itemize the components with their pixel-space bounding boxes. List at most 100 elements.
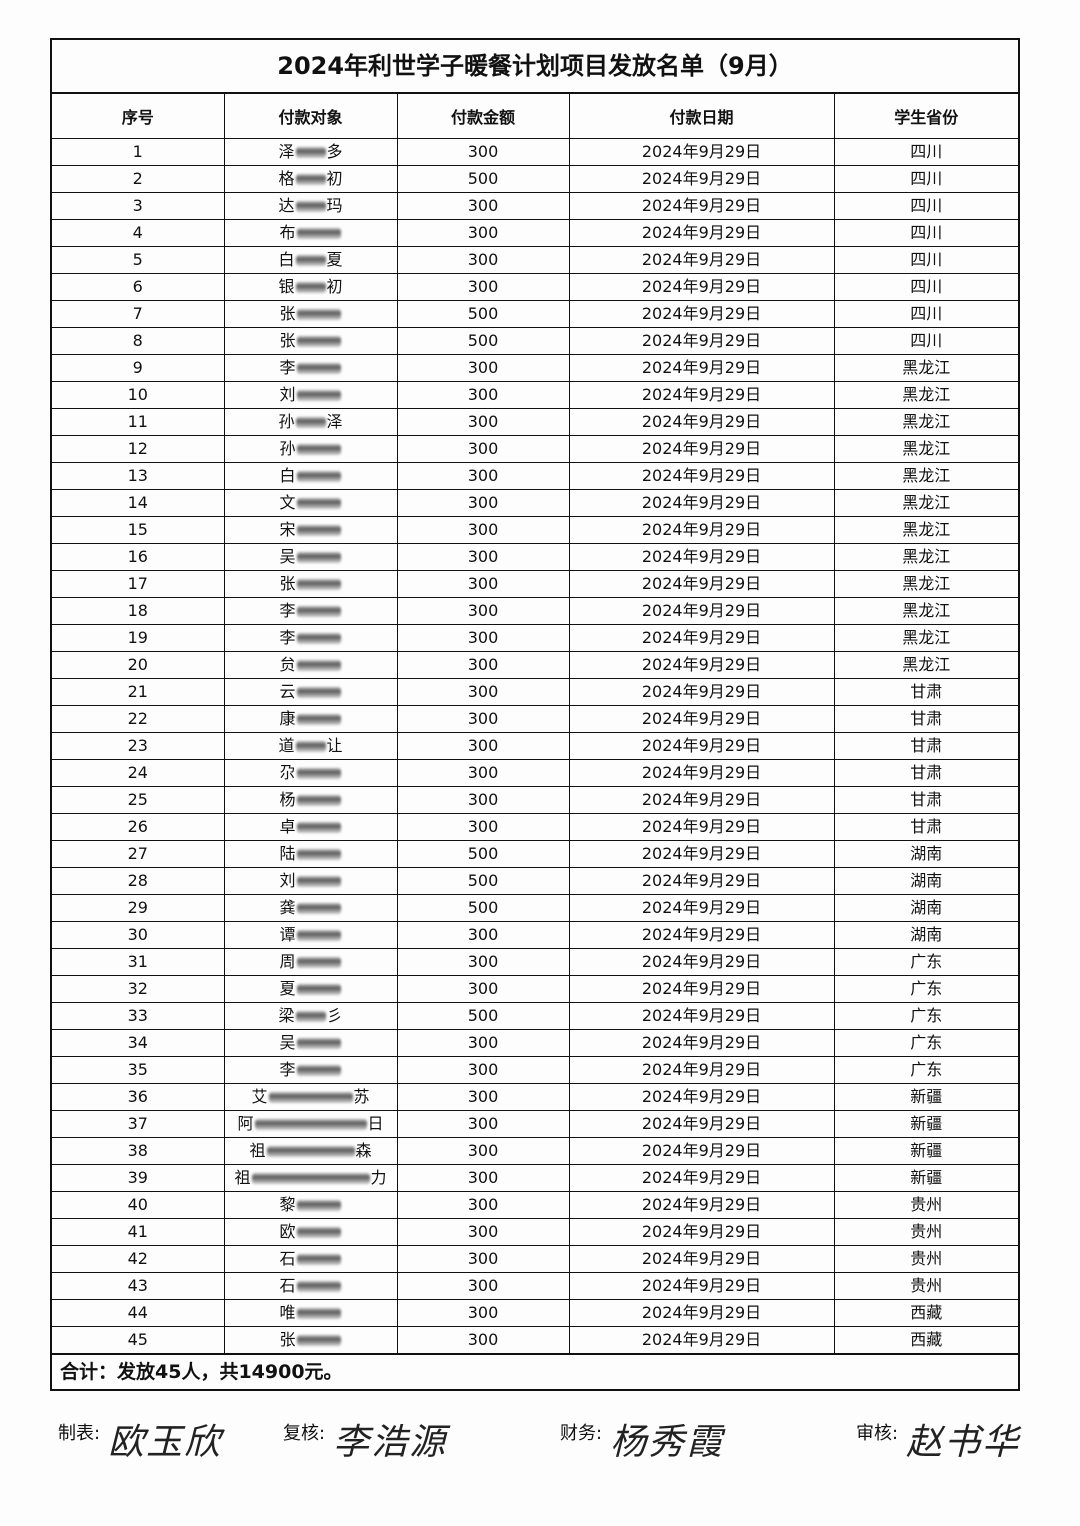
payment-amount: 500 [396, 840, 570, 868]
payee-name: 孙 [223, 435, 398, 463]
payee-name-suffix: 让 [326, 736, 343, 755]
row-index: 16 [52, 543, 225, 571]
payee-surname: 张 [279, 574, 296, 593]
payment-amount: 300 [396, 354, 570, 382]
redaction-blur [296, 849, 341, 860]
payment-amount: 300 [396, 1164, 570, 1192]
payee-surname: 吴 [279, 1033, 296, 1052]
row-index: 33 [52, 1002, 225, 1030]
table-row: 1 泽多 300 2024年9月29日 四川 [52, 138, 1018, 166]
payee-name: 唯 [223, 1299, 398, 1327]
payment-amount: 300 [396, 1299, 570, 1327]
table-row: 24 尕 300 2024年9月29日 甘肃 [52, 759, 1018, 787]
redaction-blur [254, 1119, 367, 1130]
payment-date: 2024年9月29日 [568, 921, 835, 949]
row-index: 28 [52, 867, 225, 895]
student-province: 新疆 [833, 1164, 1018, 1192]
row-index: 31 [52, 948, 225, 976]
payee-surname: 文 [279, 493, 296, 512]
payment-amount: 300 [396, 705, 570, 733]
payment-date: 2024年9月29日 [568, 1137, 835, 1165]
payment-date: 2024年9月29日 [568, 759, 835, 787]
table-row: 10 刘 300 2024年9月29日 黑龙江 [52, 381, 1018, 409]
payee-name-suffix: 泽 [326, 412, 343, 431]
table-row: 7 张 500 2024年9月29日 四川 [52, 300, 1018, 328]
redaction-blur [296, 795, 341, 806]
table-row: 26 卓 300 2024年9月29日 甘肃 [52, 813, 1018, 841]
payee-surname: 石 [279, 1276, 296, 1295]
row-index: 24 [52, 759, 225, 787]
payee-name-suffix: 初 [326, 277, 343, 296]
payee-surname: 李 [279, 358, 296, 377]
payee-name: 夏 [223, 975, 398, 1003]
student-province: 甘肃 [833, 759, 1018, 787]
table-row: 8 张 500 2024年9月29日 四川 [52, 327, 1018, 355]
payee-surname: 吴 [279, 547, 296, 566]
payee-surname: 李 [279, 601, 296, 620]
payee-surname: 艾 [251, 1087, 268, 1106]
row-index: 3 [52, 192, 225, 220]
row-index: 27 [52, 840, 225, 868]
payee-name-suffix: 森 [355, 1141, 372, 1160]
payee-surname: 银 [278, 277, 295, 296]
payee-name: 周 [223, 948, 398, 976]
payee-surname: 陆 [279, 844, 296, 863]
payment-amount: 300 [396, 462, 570, 490]
student-province: 湖南 [833, 921, 1018, 949]
row-index: 10 [52, 381, 225, 409]
payment-table: 序号 付款对象 付款金额 付款日期 学生省份 1 泽多 300 2024年9月29日四… [52, 94, 1018, 1354]
handwritten-signature: 杨秀霞 [610, 1422, 725, 1463]
payment-date: 2024年9月29日 [568, 975, 835, 1003]
payee-name: 泽多 [223, 138, 398, 166]
redaction-blur [296, 228, 341, 239]
redaction-blur [295, 201, 326, 212]
student-province: 西藏 [833, 1299, 1018, 1327]
table-row: 40 黎 300 2024年9月29日 贵州 [52, 1191, 1018, 1219]
payee-surname: 张 [279, 304, 296, 323]
payment-date: 2024年9月29日 [568, 867, 835, 895]
redaction-blur [295, 147, 326, 158]
row-index: 2 [52, 165, 225, 193]
payment-date: 2024年9月29日 [568, 138, 835, 166]
payment-amount: 300 [396, 435, 570, 463]
student-province: 广东 [833, 975, 1018, 1003]
student-province: 四川 [833, 165, 1018, 193]
payment-amount: 300 [396, 921, 570, 949]
row-index: 18 [52, 597, 225, 625]
payee-surname: 刘 [279, 871, 296, 890]
payment-date: 2024年9月29日 [568, 570, 835, 598]
payment-date: 2024年9月29日 [568, 948, 835, 976]
student-province: 广东 [833, 1029, 1018, 1057]
payment-amount: 500 [396, 300, 570, 328]
row-index: 34 [52, 1029, 225, 1057]
row-index: 29 [52, 894, 225, 922]
payment-date: 2024年9月29日 [568, 624, 835, 652]
payee-name: 道让 [223, 732, 398, 760]
student-province: 黑龙江 [833, 597, 1018, 625]
student-province: 四川 [833, 273, 1018, 301]
document-title: 2024年利世学子暖餐计划项目发放名单（9月） [52, 40, 1018, 94]
table-row: 15 宋 300 2024年9月29日 黑龙江 [52, 516, 1018, 544]
payee-surname: 杨 [279, 790, 296, 809]
payee-name: 格初 [223, 165, 398, 193]
payment-date: 2024年9月29日 [568, 1029, 835, 1057]
payment-amount: 300 [396, 543, 570, 571]
row-index: 12 [52, 435, 225, 463]
payment-date: 2024年9月29日 [568, 1110, 835, 1138]
payee-surname: 布 [279, 223, 296, 242]
student-province: 黑龙江 [833, 570, 1018, 598]
payment-date: 2024年9月29日 [568, 1056, 835, 1084]
student-province: 贵州 [833, 1245, 1018, 1273]
redaction-blur [295, 174, 326, 185]
table-row: 14 文 300 2024年9月29日 黑龙江 [52, 489, 1018, 517]
redaction-blur [296, 633, 341, 644]
signature-label: 复核: [283, 1423, 326, 1444]
payment-amount: 300 [396, 219, 570, 247]
payee-surname: 白 [278, 250, 295, 269]
signature-auditor: 审核: 赵书华 [856, 1419, 1020, 1471]
payment-amount: 300 [396, 948, 570, 976]
table-row: 16 吴 300 2024年9月29日 黑龙江 [52, 543, 1018, 571]
payee-surname: 贠 [279, 655, 296, 674]
redaction-blur [296, 660, 341, 671]
table-row: 29 龚 500 2024年9月29日 湖南 [52, 894, 1018, 922]
